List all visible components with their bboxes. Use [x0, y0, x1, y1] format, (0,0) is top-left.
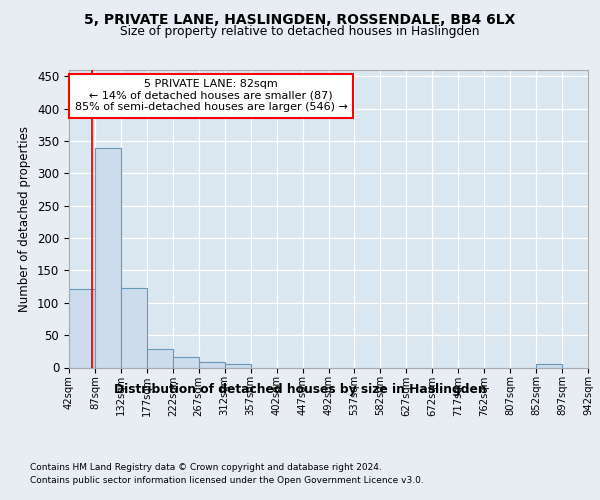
Bar: [173, 356, 199, 368]
Text: Contains HM Land Registry data © Crown copyright and database right 2024.: Contains HM Land Registry data © Crown c…: [30, 462, 382, 471]
Text: 5 PRIVATE LANE: 82sqm
← 14% of detached houses are smaller (87)
85% of semi-deta: 5 PRIVATE LANE: 82sqm ← 14% of detached …: [75, 80, 347, 112]
Bar: [121, 288, 147, 368]
Bar: [199, 362, 224, 368]
Text: 5, PRIVATE LANE, HASLINGDEN, ROSSENDALE, BB4 6LX: 5, PRIVATE LANE, HASLINGDEN, ROSSENDALE,…: [85, 12, 515, 26]
Bar: [69, 288, 95, 368]
Text: Distribution of detached houses by size in Haslingden: Distribution of detached houses by size …: [113, 382, 487, 396]
Bar: [147, 350, 173, 368]
Bar: [536, 364, 562, 368]
Text: Size of property relative to detached houses in Haslingden: Size of property relative to detached ho…: [120, 25, 480, 38]
Bar: [224, 364, 251, 368]
Y-axis label: Number of detached properties: Number of detached properties: [19, 126, 31, 312]
Bar: [95, 148, 121, 368]
Text: Contains public sector information licensed under the Open Government Licence v3: Contains public sector information licen…: [30, 476, 424, 485]
